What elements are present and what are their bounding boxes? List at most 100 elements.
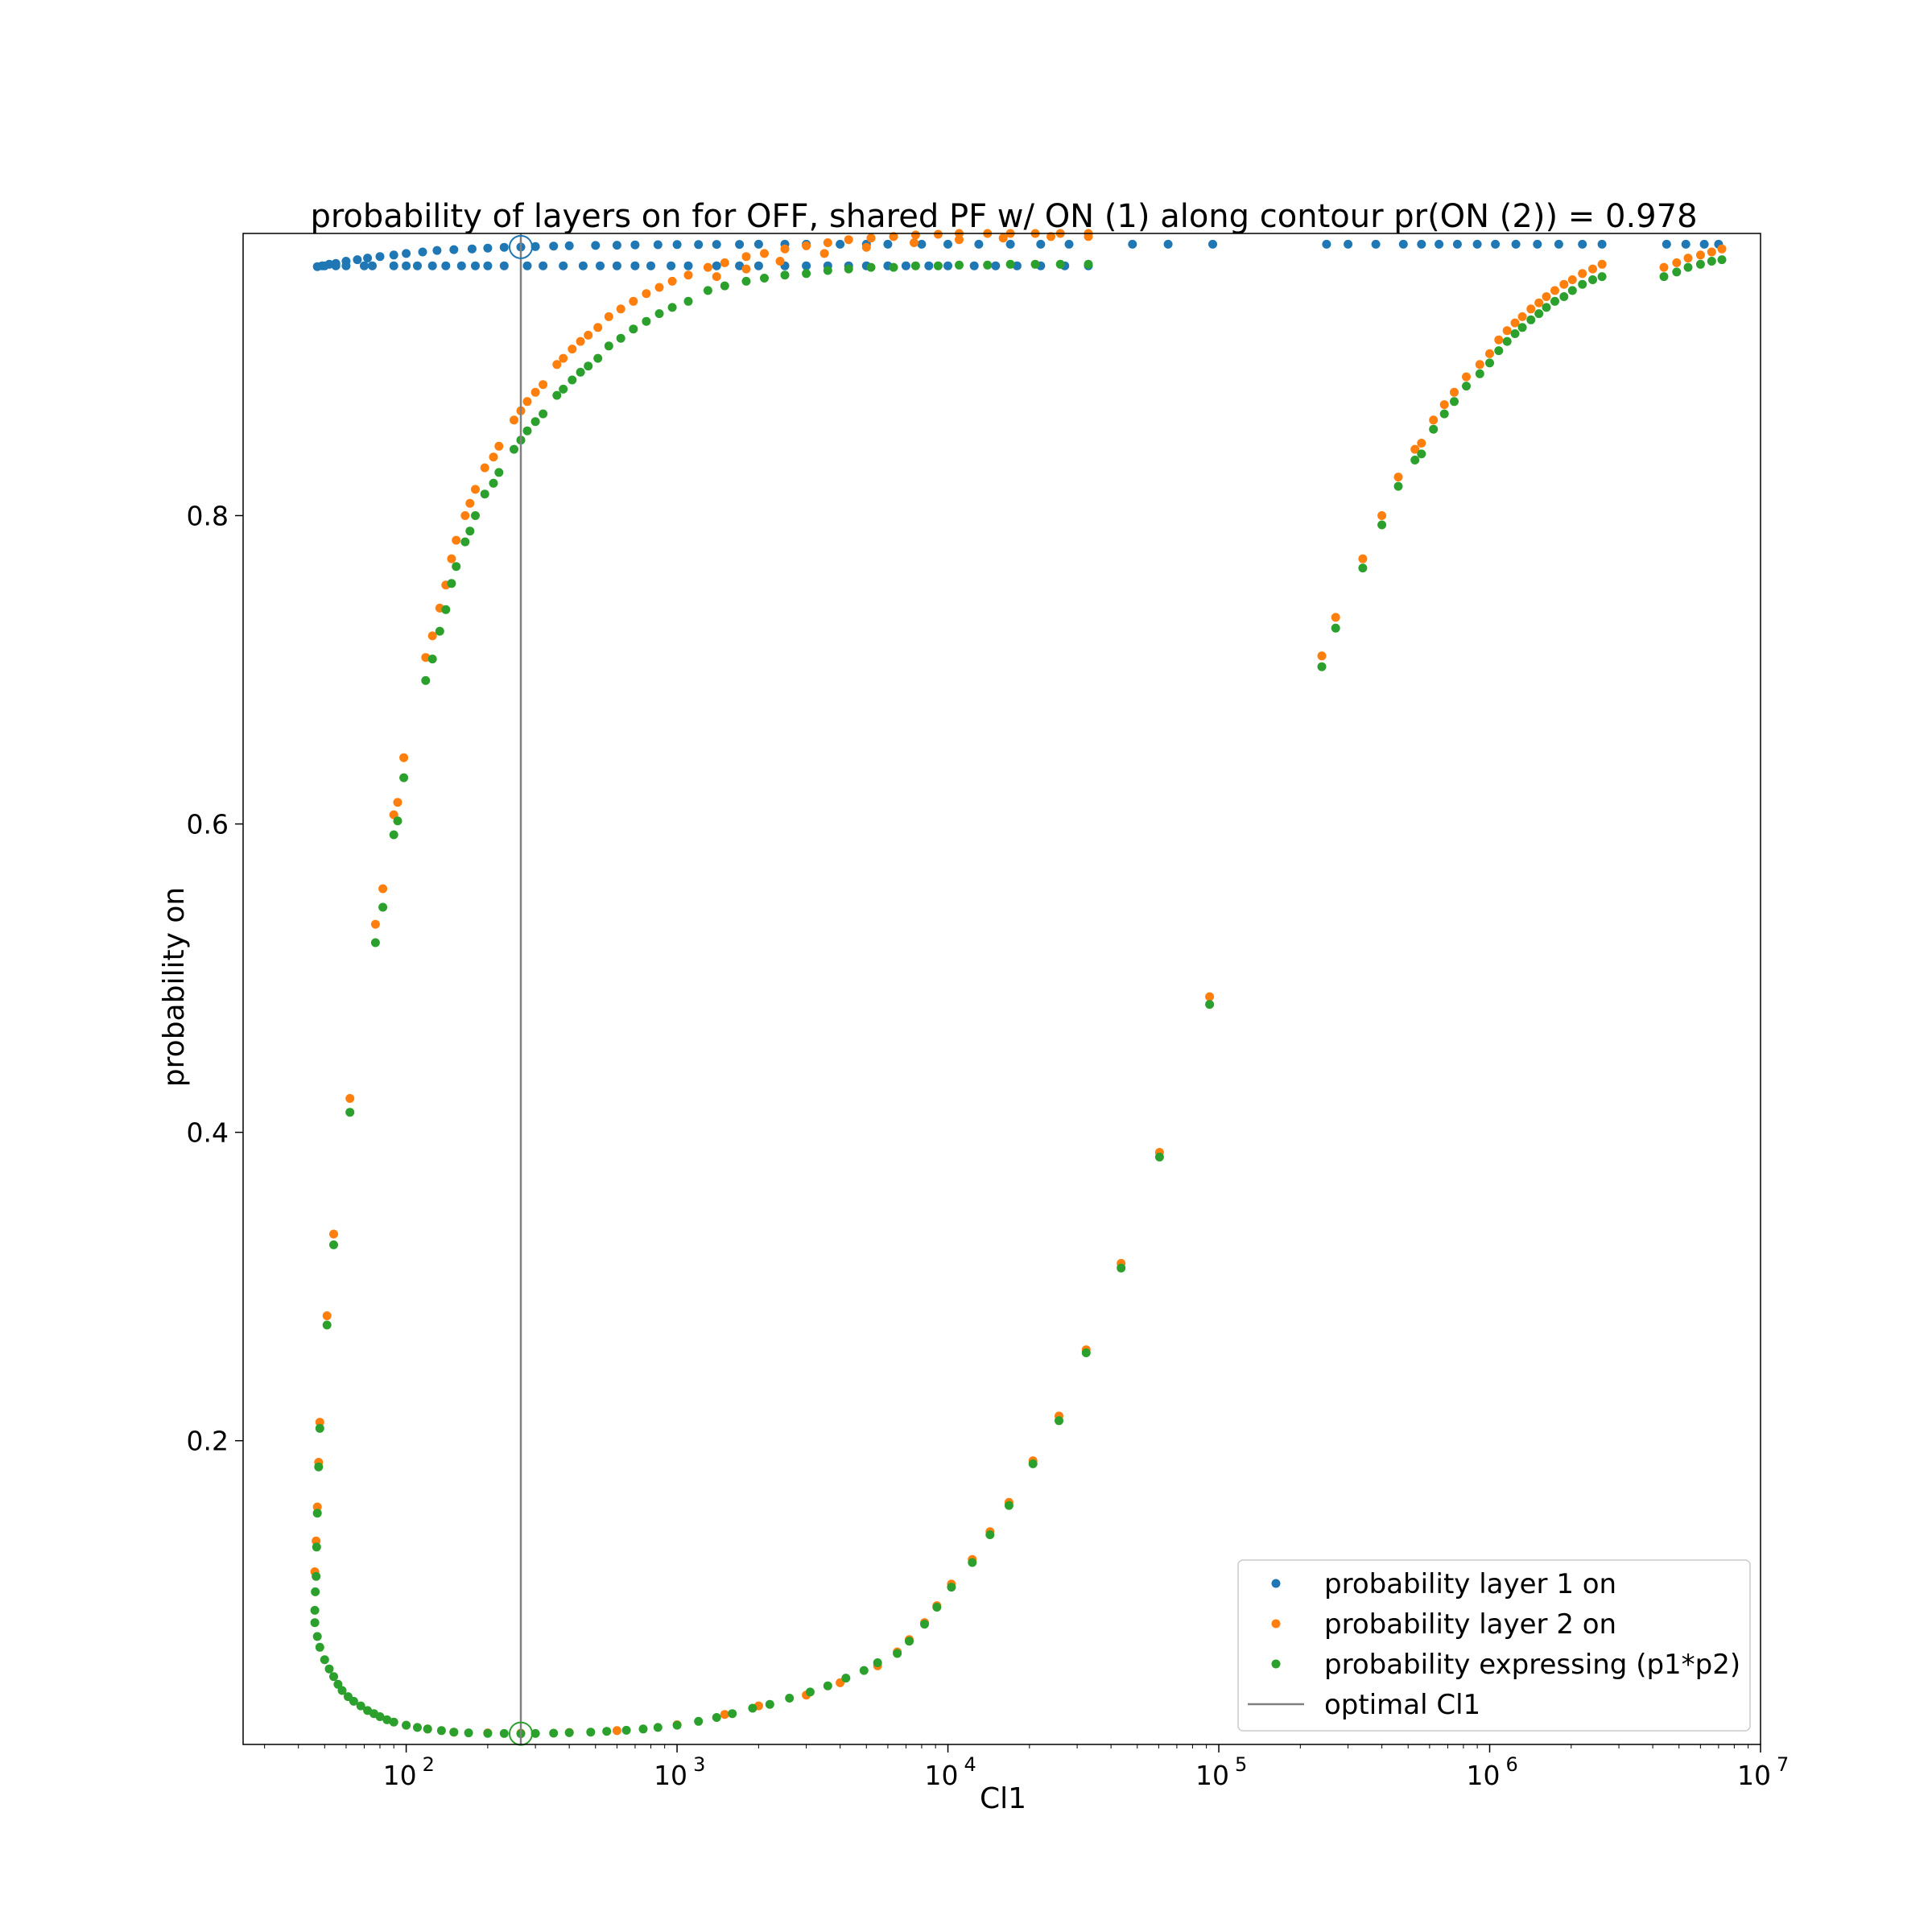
data-point	[320, 261, 329, 270]
data-point	[683, 296, 693, 306]
data-point	[1699, 239, 1709, 249]
data-point	[418, 247, 427, 257]
data-point	[1205, 992, 1215, 1001]
data-point	[924, 261, 934, 270]
data-point	[1683, 254, 1693, 263]
data-point	[389, 1717, 398, 1727]
data-point	[1450, 397, 1459, 407]
data-point	[621, 1725, 631, 1735]
data-point	[345, 1094, 355, 1103]
data-point	[1005, 259, 1015, 269]
data-point	[712, 240, 721, 250]
data-point	[861, 242, 871, 252]
data-point	[1672, 267, 1682, 277]
data-point	[998, 233, 1008, 243]
data-point	[460, 537, 470, 547]
data-point	[1064, 239, 1074, 249]
data-point	[510, 415, 518, 425]
data-point	[1205, 1000, 1215, 1009]
data-point	[427, 631, 437, 641]
data-point	[672, 240, 682, 250]
data-point	[559, 353, 568, 363]
data-point	[1429, 415, 1439, 425]
data-point	[760, 249, 769, 258]
data-point	[720, 281, 729, 291]
data-point	[616, 304, 625, 314]
data-point	[1588, 275, 1597, 284]
data-point	[712, 272, 721, 282]
data-point	[612, 241, 621, 250]
data-point	[413, 1723, 422, 1732]
data-point	[654, 283, 664, 292]
data-point	[1084, 259, 1093, 269]
data-point	[780, 244, 790, 254]
data-point	[1502, 326, 1512, 336]
data-point	[329, 1229, 338, 1239]
data-point	[844, 235, 853, 245]
x-tick-label: 10	[383, 1760, 417, 1791]
data-point	[530, 1728, 540, 1738]
data-point	[360, 261, 369, 270]
data-point	[510, 444, 518, 454]
data-point	[753, 261, 763, 270]
data-point	[552, 360, 562, 369]
data-point	[375, 252, 385, 262]
data-point	[1371, 239, 1381, 249]
data-point	[427, 654, 437, 664]
data-point	[441, 605, 451, 614]
data-point	[1526, 304, 1536, 314]
data-point	[549, 1728, 559, 1738]
data-point	[741, 264, 751, 274]
x-tick-exponent: 6	[1506, 1753, 1518, 1776]
data-point	[819, 249, 829, 258]
data-point	[449, 1728, 459, 1737]
data-point	[447, 554, 456, 564]
data-point	[480, 463, 489, 473]
data-point	[530, 387, 540, 397]
data-point	[1597, 272, 1607, 282]
y-axis-ticks: 0.2 0.4 0.6 0.8	[187, 501, 243, 1457]
data-point	[604, 341, 613, 351]
data-point	[591, 241, 601, 250]
data-point	[341, 261, 351, 270]
data-point	[1578, 239, 1587, 249]
data-point	[471, 485, 480, 494]
data-point	[653, 1723, 663, 1732]
data-point	[1707, 247, 1716, 257]
plot-frame	[242, 233, 1761, 1745]
data-point	[324, 1664, 334, 1674]
data-point	[741, 276, 751, 286]
data-point	[576, 336, 585, 346]
data-point	[530, 242, 540, 251]
data-point	[1672, 258, 1682, 267]
data-point	[1550, 296, 1559, 306]
data-point	[1475, 360, 1484, 369]
data-point	[901, 261, 910, 270]
data-point	[735, 261, 745, 270]
data-point	[499, 261, 509, 270]
data-point	[1398, 239, 1408, 249]
data-point	[494, 468, 504, 477]
data-point	[432, 246, 442, 255]
data-point	[1533, 239, 1542, 249]
points-layer	[310, 229, 1727, 1739]
data-point	[464, 1728, 473, 1738]
data-point	[499, 242, 509, 252]
data-point	[1429, 424, 1439, 434]
series-1-points	[312, 239, 1724, 271]
data-point	[955, 260, 964, 270]
data-point	[1046, 232, 1055, 242]
data-point	[612, 261, 621, 270]
data-point	[539, 380, 548, 390]
data-point	[465, 526, 475, 536]
data-point	[1005, 239, 1015, 249]
data-point	[539, 409, 548, 419]
data-point	[1004, 1501, 1013, 1510]
data-point	[630, 240, 640, 250]
data-point	[593, 353, 603, 363]
data-point	[568, 375, 577, 385]
data-point	[1542, 303, 1551, 312]
data-point	[1683, 262, 1693, 272]
data-point	[1081, 1348, 1091, 1357]
